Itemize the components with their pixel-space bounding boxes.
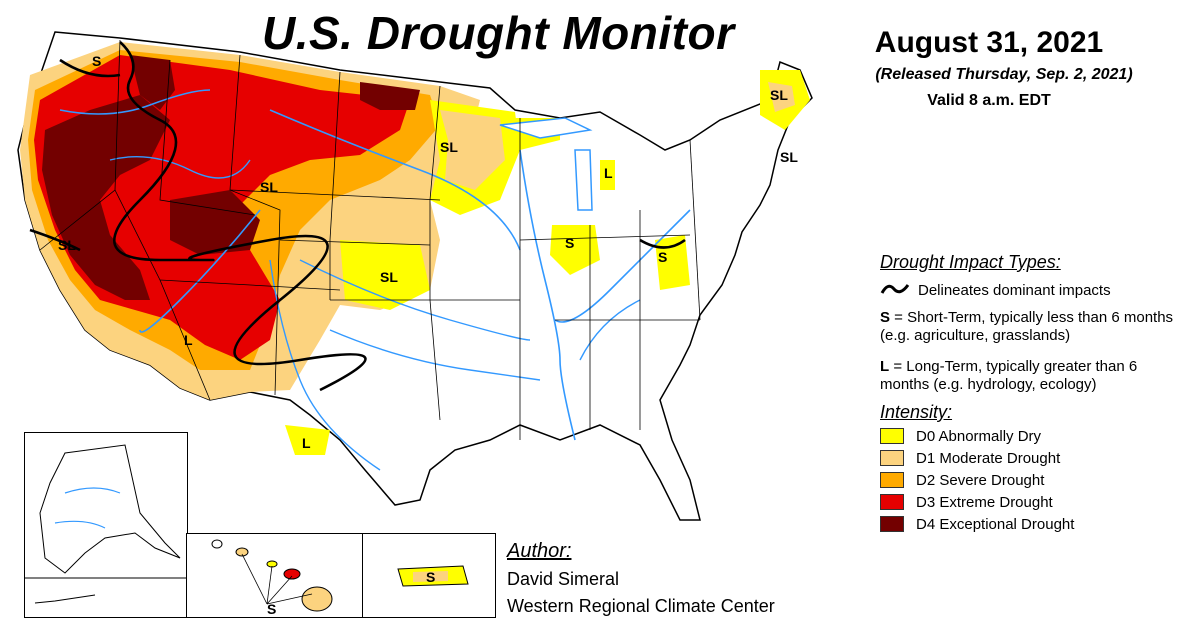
map-label-plains-sl: SL bbox=[380, 269, 398, 285]
map-label-tx-l: L bbox=[302, 435, 311, 451]
map-label-me-sl: SL bbox=[770, 87, 788, 103]
puerto-rico-inset: S bbox=[362, 533, 496, 618]
drought-d4-idaho bbox=[130, 55, 175, 110]
intensity-item-d2: D2 Severe Drought bbox=[880, 470, 1044, 490]
lake-michigan bbox=[574, 149, 593, 211]
map-label-mi-l: L bbox=[604, 165, 613, 181]
map-label-wy-sl: SL bbox=[260, 179, 278, 195]
impact-short-row: S = Short-Term, typically less than 6 mo… bbox=[880, 309, 1180, 345]
swatch-d3 bbox=[880, 494, 904, 510]
swatch-label-d1: D1 Moderate Drought bbox=[916, 449, 1061, 467]
map-label-hi-s: S bbox=[267, 601, 276, 617]
map-label-il-s: S bbox=[565, 235, 574, 251]
map-label-pr-s: S bbox=[426, 569, 435, 585]
alaska-inset bbox=[24, 432, 188, 618]
river-arkansas bbox=[299, 259, 531, 341]
river-mississippi bbox=[519, 149, 576, 441]
puerto-rico-d1 bbox=[413, 571, 448, 582]
release-date: (Released Thursday, Sep. 2, 2021) bbox=[875, 66, 1133, 83]
author-organization: Western Regional Climate Center bbox=[507, 596, 775, 616]
swatch-d4 bbox=[880, 516, 904, 532]
impact-long-text: = Long-Term, typically greater than 6 mo… bbox=[880, 358, 1138, 393]
swatch-label-d4: D4 Exceptional Drought bbox=[916, 515, 1075, 533]
map-label-va-s: S bbox=[658, 249, 667, 265]
river-columbia bbox=[59, 89, 211, 115]
drought-d0-michigan bbox=[600, 160, 615, 190]
drought-d0-plains bbox=[340, 240, 430, 310]
swatch-label-d3: D3 Extreme Drought bbox=[916, 493, 1053, 511]
alaska-shape bbox=[39, 444, 181, 574]
swatch-d1 bbox=[880, 450, 904, 466]
valid-time: Valid 8 a.m. EDT bbox=[927, 92, 1051, 109]
drought-d1-maine bbox=[768, 82, 795, 112]
river-colorado bbox=[139, 209, 261, 333]
hawaii-inset: S bbox=[186, 533, 364, 618]
intensity-heading: Intensity: bbox=[880, 402, 953, 422]
swatch-label-d0: D0 Abnormally Dry bbox=[916, 427, 1042, 445]
map-title: U.S. Drought Monitor bbox=[262, 7, 735, 59]
intensity-item-d4: D4 Exceptional Drought bbox=[880, 514, 1074, 534]
drought-d4-west bbox=[42, 95, 170, 300]
map-label-ne-sl: SL bbox=[780, 149, 798, 165]
river-ohio bbox=[554, 209, 691, 323]
swatch-d2 bbox=[880, 472, 904, 488]
impact-dominant-row: Delineates dominant impacts bbox=[880, 280, 1111, 303]
dominant-impact-line-icon bbox=[880, 284, 910, 294]
impact-short-text: = Short-Term, typically less than 6 mont… bbox=[880, 309, 1174, 344]
drought-d0-illinois bbox=[550, 225, 600, 275]
swatch-d0 bbox=[880, 428, 904, 444]
river-missouri bbox=[269, 109, 521, 251]
lake-superior bbox=[499, 117, 593, 139]
intensity-item-d3: D3 Extreme Drought bbox=[880, 492, 1053, 512]
drought-d0-texas bbox=[285, 425, 330, 455]
river-snake bbox=[109, 156, 251, 179]
impact-dominant-text: Delineates dominant impacts bbox=[918, 282, 1111, 299]
impact-long-code: L bbox=[880, 358, 890, 375]
drought-d4-montana bbox=[360, 82, 420, 110]
impact-short-code: S bbox=[880, 309, 891, 326]
impact-long-row: L = Long-Term, typically greater than 6 … bbox=[880, 358, 1180, 394]
map-label-pnw-s: S bbox=[92, 53, 101, 69]
drought-d1-midwest bbox=[440, 110, 505, 190]
alaska-rivers bbox=[54, 487, 121, 529]
map-label-az-l: L bbox=[184, 332, 193, 348]
river-red bbox=[329, 329, 541, 381]
intensity-item-d0: D0 Abnormally Dry bbox=[880, 426, 1041, 446]
swatch-label-d2: D2 Severe Drought bbox=[916, 471, 1045, 489]
map-label-nd-sl: SL bbox=[440, 139, 458, 155]
river-tennessee bbox=[579, 299, 641, 361]
impact-types-heading: Drought Impact Types: bbox=[880, 252, 1061, 272]
aleutian-islands bbox=[34, 594, 96, 604]
map-label-ca-sl: SL bbox=[58, 237, 76, 253]
author-name: David Simeral bbox=[507, 569, 620, 589]
intensity-item-d1: D1 Moderate Drought bbox=[880, 448, 1060, 468]
map-date: August 31, 2021 bbox=[874, 26, 1104, 59]
impact-boundaries bbox=[29, 41, 686, 392]
drought-d4-utah bbox=[170, 190, 260, 255]
author-heading: Author: bbox=[507, 540, 572, 562]
